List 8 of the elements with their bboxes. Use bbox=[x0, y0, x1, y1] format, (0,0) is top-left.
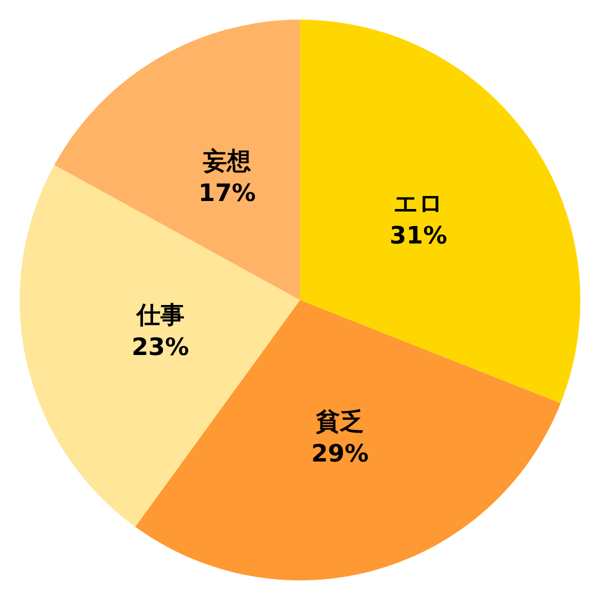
data-label: 23% bbox=[132, 333, 190, 362]
data-label: 31% bbox=[390, 222, 448, 250]
slice-label: 妄想 bbox=[202, 146, 252, 175]
slice-label: エロ bbox=[393, 190, 444, 218]
data-label: 17% bbox=[198, 178, 256, 207]
slice-label: 貧乏 bbox=[314, 407, 364, 436]
slice-label: 仕事 bbox=[135, 301, 184, 330]
data-label: 29% bbox=[311, 439, 369, 468]
